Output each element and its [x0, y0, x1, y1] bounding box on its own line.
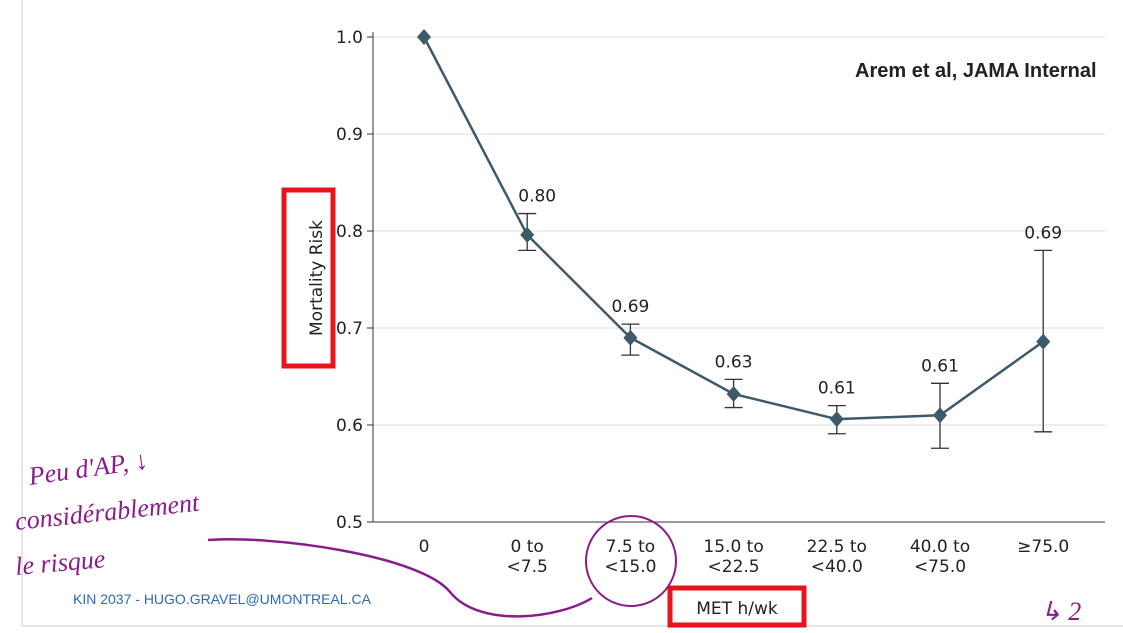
x-tick-label-line: <40.0 — [811, 557, 863, 577]
marker — [726, 385, 741, 402]
y-tick-label: 0.7 — [336, 319, 363, 339]
x-tick-label-line: 0 to — [511, 537, 544, 557]
x-tick-label: 0 to <7.5 — [507, 537, 548, 577]
highlight-box — [667, 585, 807, 628]
value-label: 0.63 — [715, 352, 753, 372]
handwriting: considérablement — [14, 488, 202, 536]
handwriting: ↳ 2 — [1040, 597, 1081, 626]
y-axis-label: Mortality Risk — [307, 220, 327, 336]
highlight-box — [281, 187, 336, 369]
value-label: 0.69 — [611, 297, 649, 317]
value-label: 0.61 — [921, 356, 959, 376]
marker — [829, 411, 844, 428]
marker — [520, 226, 535, 243]
value-label: 0.69 — [1024, 223, 1062, 243]
marker — [933, 407, 947, 424]
marker — [417, 29, 431, 45]
handwriting: Peu d'AP, ↓ — [26, 446, 150, 492]
circle-annotation — [585, 515, 677, 607]
x-tick-label-line: 0 — [419, 537, 430, 557]
x-tick-label-line: ≥75.0 — [1017, 537, 1069, 557]
arrow-annotation — [207, 538, 593, 618]
x-tick-label-line: 15.0 to — [703, 537, 763, 557]
x-tick-label: 22.5 to <40.0 — [807, 537, 867, 577]
x-tick-label-line: 40.0 to — [910, 537, 970, 557]
x-tick-label: 40.0 to <75.0 — [910, 537, 970, 577]
value-label: 0.80 — [518, 187, 556, 207]
x-tick-label: ≥75.0 — [1017, 537, 1069, 557]
x-tick-label: 0 — [419, 537, 430, 557]
x-tick-label-line: <7.5 — [507, 557, 548, 577]
y-tick-label: 0.9 — [336, 125, 363, 145]
footer: KIN 2037 - HUGO.GRAVEL@UMONTREAL.CA — [73, 591, 372, 607]
value-label: 0.61 — [818, 379, 856, 399]
x-tick-label-line: <15.0 — [604, 557, 656, 577]
x-tick-label-line: <75.0 — [914, 557, 966, 577]
handwriting: le risque — [14, 544, 106, 581]
x-tick-label-line: 22.5 to — [807, 537, 867, 557]
y-tick-label: 0.8 — [336, 222, 363, 242]
marker — [623, 329, 638, 346]
marker — [1036, 333, 1051, 350]
x-tick-label-line: <22.5 — [708, 557, 760, 577]
y-tick-label: 1.0 — [336, 28, 363, 48]
source: Arem et al, JAMA Internal — [855, 60, 1097, 82]
x-tick-label: 15.0 to <22.5 — [703, 537, 763, 577]
y-tick-label: 0.6 — [336, 416, 363, 436]
x-tick-label-line: 7.5 to — [606, 537, 656, 557]
y-tick-label: 0.5 — [336, 513, 363, 533]
x-axis-label: MET h/wk — [696, 599, 778, 619]
plot: 0.5 0.6 0.7 0.8 0.9 1.0 0 0 to <7.5 7.5 to <15.0 15… — [336, 28, 1105, 577]
x-tick-label: 7.5 to <15.0 — [604, 537, 656, 577]
